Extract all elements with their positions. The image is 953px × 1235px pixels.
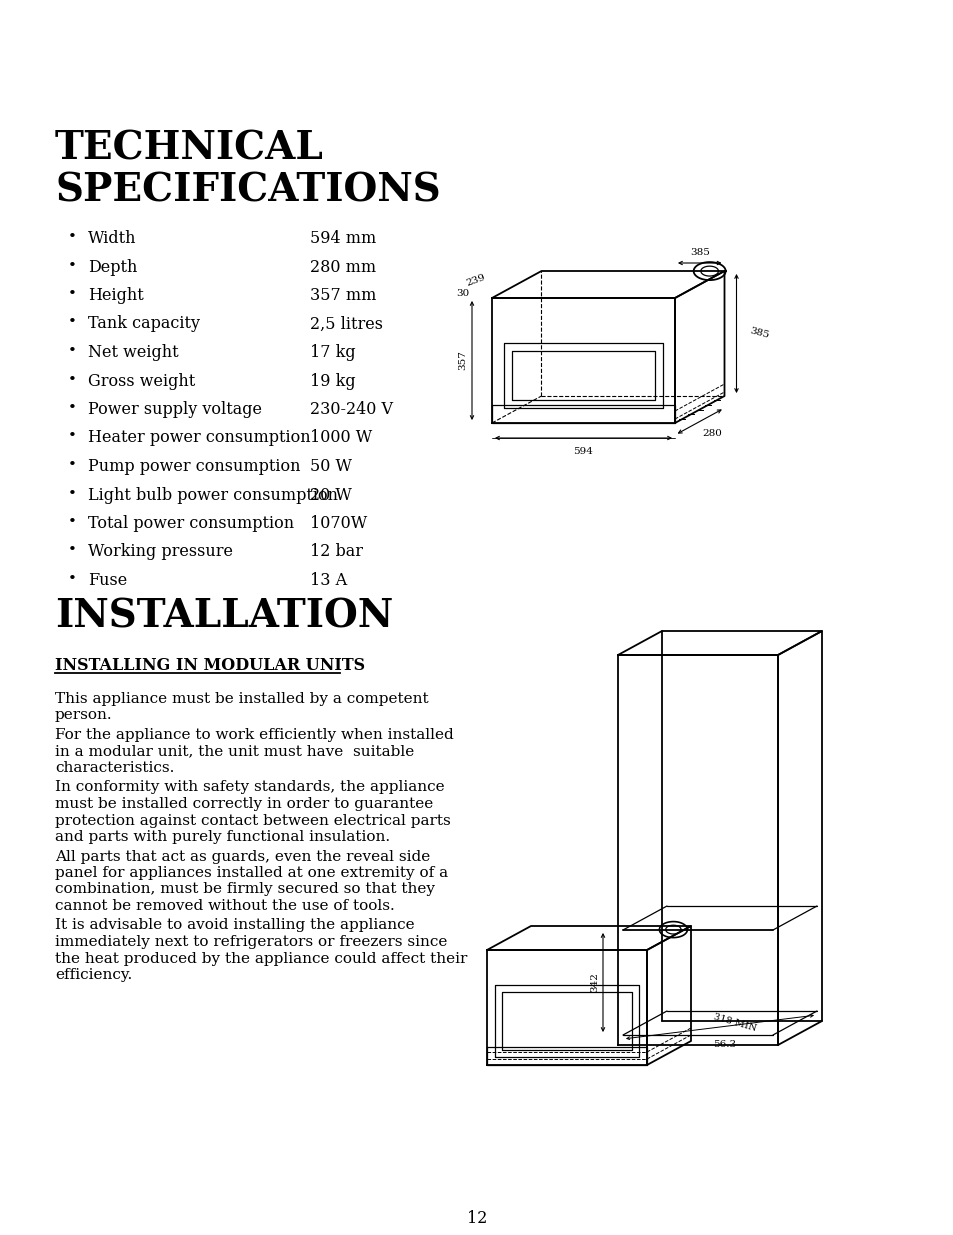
Text: •: • [68,315,77,330]
Text: cannot be removed without the use of tools.: cannot be removed without the use of too… [55,899,395,913]
Text: For the appliance to work efficiently when installed: For the appliance to work efficiently wh… [55,727,454,742]
Text: INSTALLATION: INSTALLATION [55,597,393,635]
Text: 357: 357 [457,351,467,370]
Text: and parts with purely functional insulation.: and parts with purely functional insulat… [55,830,390,844]
Text: person.: person. [55,709,112,722]
Text: •: • [68,515,77,529]
Text: •: • [68,401,77,415]
Text: •: • [68,345,77,358]
Text: This appliance must be installed by a competent: This appliance must be installed by a co… [55,692,428,706]
Text: 318 MIN: 318 MIN [712,1013,757,1034]
Text: INSTALLING IN MODULAR UNITS: INSTALLING IN MODULAR UNITS [55,657,365,674]
Text: 239: 239 [465,273,486,288]
Text: •: • [68,373,77,387]
Text: panel for appliances installed at one extremity of a: panel for appliances installed at one ex… [55,866,448,881]
Text: 13 A: 13 A [310,572,347,589]
Text: All parts that act as guards, even the reveal side: All parts that act as guards, even the r… [55,850,430,863]
Text: •: • [68,230,77,245]
Text: must be installed correctly in order to guarantee: must be installed correctly in order to … [55,797,433,811]
Text: immediately next to refrigerators or freezers since: immediately next to refrigerators or fre… [55,935,447,948]
Text: 280: 280 [702,429,721,437]
Text: the heat produced by the appliance could affect their: the heat produced by the appliance could… [55,951,467,966]
Text: Pump power consumption: Pump power consumption [88,458,300,475]
Text: Width: Width [88,230,136,247]
Text: TECHNICAL: TECHNICAL [55,130,323,168]
Text: •: • [68,543,77,557]
Text: 280 mm: 280 mm [310,258,375,275]
Text: 17 kg: 17 kg [310,345,355,361]
Text: combination, must be firmly secured so that they: combination, must be firmly secured so t… [55,883,435,897]
Text: 357 mm: 357 mm [310,287,376,304]
Text: Net weight: Net weight [88,345,178,361]
Text: Depth: Depth [88,258,137,275]
Text: Fuse: Fuse [88,572,127,589]
Text: 594 mm: 594 mm [310,230,375,247]
Text: In conformity with safety standards, the appliance: In conformity with safety standards, the… [55,781,444,794]
Text: 342: 342 [589,973,598,993]
Text: 56.3: 56.3 [713,1040,736,1049]
Text: •: • [68,287,77,301]
Text: 50 W: 50 W [310,458,352,475]
Text: •: • [68,258,77,273]
Text: Power supply voltage: Power supply voltage [88,401,262,417]
Text: 385: 385 [689,248,709,257]
Text: SPECIFICATIONS: SPECIFICATIONS [55,172,440,210]
Text: It is advisable to avoid installing the appliance: It is advisable to avoid installing the … [55,919,415,932]
Text: characteristics.: characteristics. [55,761,174,776]
Text: •: • [68,572,77,585]
Text: Tank capacity: Tank capacity [88,315,200,332]
Text: Heater power consumption: Heater power consumption [88,430,311,447]
Text: protection against contact between electrical parts: protection against contact between elect… [55,814,450,827]
Text: Light bulb power consumption: Light bulb power consumption [88,487,337,504]
Text: 30: 30 [456,289,470,299]
Text: in a modular unit, the unit must have  suitable: in a modular unit, the unit must have su… [55,745,414,758]
Text: 1070W: 1070W [310,515,367,532]
Text: efficiency.: efficiency. [55,968,132,982]
Text: 12 bar: 12 bar [310,543,363,561]
Text: 230-240 V: 230-240 V [310,401,393,417]
Text: Gross weight: Gross weight [88,373,195,389]
Text: Height: Height [88,287,144,304]
Text: 594: 594 [573,447,593,456]
Text: 19 kg: 19 kg [310,373,355,389]
Text: 1000 W: 1000 W [310,430,372,447]
Text: •: • [68,487,77,500]
Text: Total power consumption: Total power consumption [88,515,294,532]
Text: 20 W: 20 W [310,487,352,504]
Text: •: • [68,458,77,472]
Text: •: • [68,430,77,443]
Text: 2,5 litres: 2,5 litres [310,315,382,332]
Text: 12: 12 [466,1210,487,1228]
Text: Working pressure: Working pressure [88,543,233,561]
Text: 385: 385 [748,326,769,341]
